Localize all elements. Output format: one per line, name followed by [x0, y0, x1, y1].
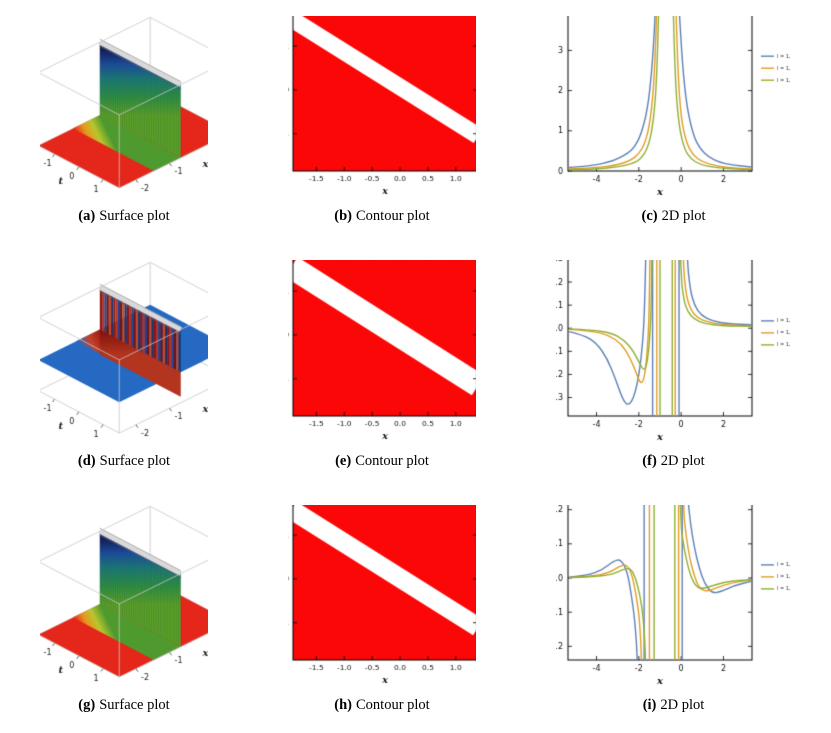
panel-d-caption: (d) Surface plot — [78, 452, 170, 470]
caption-letter: (h) — [334, 697, 352, 713]
surface-plot-a-canvas — [40, 16, 208, 205]
caption-text: Surface plot — [99, 208, 170, 224]
panel-a-caption: (a) Surface plot — [78, 207, 169, 225]
panel-i-caption: (i) 2D plot — [643, 696, 705, 714]
panel-g-caption: (g) Surface plot — [78, 696, 169, 714]
line-plot-i-canvas — [556, 505, 791, 694]
caption-text: 2D plot — [661, 208, 706, 224]
panel-e: (e) Contour plot — [288, 260, 476, 473]
caption-letter: (b) — [334, 208, 352, 224]
panel-h-caption: (h) Contour plot — [334, 696, 429, 714]
caption-letter: (i) — [642, 697, 657, 713]
caption-text: Contour plot — [356, 208, 430, 224]
surface-plot-g-canvas — [40, 505, 208, 694]
line-plot-f-canvas — [556, 260, 791, 450]
panel-c: (c) 2D plot — [556, 16, 791, 228]
panel-b-caption: (b) Contour plot — [334, 207, 429, 225]
panel-a: (a) Surface plot — [40, 16, 208, 228]
contour-plot-b-canvas — [288, 16, 476, 205]
panel-e-caption: (e) Contour plot — [335, 452, 429, 470]
contour-plot-h-canvas — [288, 505, 476, 694]
panel-i: (i) 2D plot — [556, 505, 791, 717]
caption-text: Contour plot — [356, 697, 430, 713]
caption-text: 2D plot — [660, 697, 705, 713]
panel-f: (f) 2D plot — [556, 260, 791, 473]
caption-text: Surface plot — [99, 453, 171, 469]
panel-f-caption: (f) 2D plot — [642, 452, 704, 470]
caption-letter: (e) — [335, 453, 352, 469]
surface-plot-d-canvas — [40, 260, 208, 450]
caption-text: Contour plot — [355, 453, 429, 469]
contour-plot-e-canvas — [288, 260, 476, 450]
caption-letter: (g) — [78, 697, 96, 713]
caption-letter: (f) — [642, 453, 657, 469]
panel-d: (d) Surface plot — [40, 260, 208, 473]
line-plot-c-canvas — [556, 16, 791, 205]
panel-g: (g) Surface plot — [40, 505, 208, 717]
caption-text: 2D plot — [660, 453, 705, 469]
caption-letter: (d) — [77, 453, 96, 469]
caption-text: Surface plot — [99, 697, 170, 713]
panel-h: (h) Contour plot — [288, 505, 476, 717]
caption-letter: (c) — [641, 208, 658, 224]
panel-b: (b) Contour plot — [288, 16, 476, 228]
caption-letter: (a) — [78, 208, 96, 224]
panel-c-caption: (c) 2D plot — [642, 207, 706, 225]
